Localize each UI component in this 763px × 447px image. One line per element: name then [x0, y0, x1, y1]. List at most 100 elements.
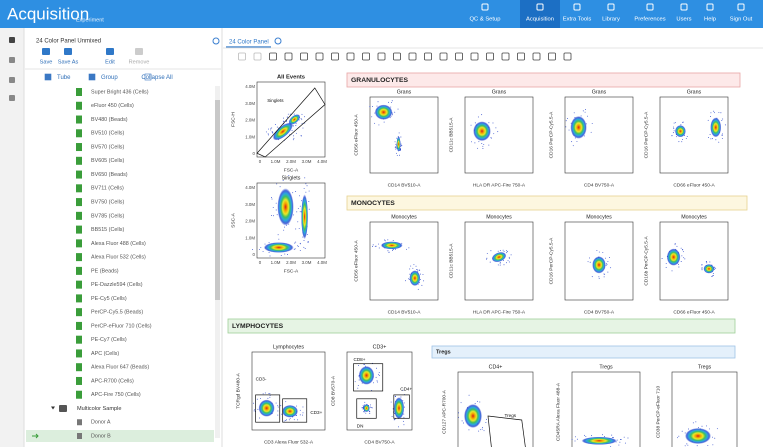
tube-icon[interactable] — [76, 225, 82, 234]
tool-button[interactable] — [548, 52, 556, 61]
tool-button[interactable] — [393, 52, 401, 61]
tube-icon[interactable] — [76, 198, 82, 207]
tube-label[interactable]: BV480 (Beads) — [91, 117, 128, 123]
gate[interactable] — [353, 363, 384, 392]
tool-button[interactable] — [362, 52, 370, 61]
control-icon[interactable] — [144, 73, 152, 81]
tube-icon[interactable] — [76, 390, 82, 399]
tube-label[interactable]: PE-Dazzle594 (Cells) — [91, 282, 143, 288]
nav-icon[interactable] — [536, 3, 544, 11]
tube-icon[interactable] — [76, 115, 82, 124]
side-icon[interactable] — [9, 95, 15, 101]
tool-button[interactable] — [331, 52, 339, 61]
nav-item[interactable]: Library — [602, 17, 620, 23]
tube-icon[interactable] — [76, 294, 82, 303]
tube-label[interactable]: Alexa Fluor 647 (Beads) — [91, 365, 149, 371]
tube-label[interactable]: eFluor 450 (Cells) — [91, 103, 134, 109]
nav-item[interactable]: Acquisition — [526, 17, 554, 23]
tube-label[interactable]: BV570 (Cells) — [91, 144, 124, 150]
tool-button[interactable] — [517, 52, 525, 61]
sample-icon[interactable] — [77, 433, 82, 439]
tube-label[interactable]: Alexa Fluor 532 (Cells) — [91, 255, 146, 261]
control-icon[interactable] — [88, 73, 96, 81]
control-label[interactable]: Tube — [57, 75, 71, 81]
nav-item[interactable]: Extra Tools — [563, 17, 592, 23]
tube-icon[interactable] — [76, 363, 82, 372]
tube-icon[interactable] — [76, 308, 82, 317]
group-icon[interactable] — [59, 404, 67, 412]
tube-label[interactable]: Super Bright 436 (Cells) — [91, 89, 149, 95]
tube-icon[interactable] — [76, 156, 82, 165]
tube-icon[interactable] — [76, 143, 82, 152]
gate[interactable] — [256, 87, 326, 158]
tool-button[interactable] — [300, 52, 308, 61]
tool-button[interactable] — [501, 52, 510, 61]
action-label[interactable]: Save — [40, 59, 53, 65]
tube-icon[interactable] — [76, 88, 82, 96]
tube-icon[interactable] — [76, 184, 82, 193]
tube-icon[interactable] — [76, 376, 82, 385]
tube-label[interactable]: PE (Beads) — [91, 268, 119, 274]
action-label[interactable]: Save As — [58, 59, 79, 65]
group-label[interactable]: Multicolor Sample — [77, 406, 121, 412]
tool-button[interactable] — [563, 52, 572, 61]
tool-button[interactable] — [439, 52, 448, 61]
tube-label[interactable]: BV510 (Cells) — [91, 131, 124, 137]
action-icon[interactable] — [64, 48, 72, 55]
nav-icon[interactable] — [646, 3, 654, 11]
action-label[interactable]: Edit — [105, 59, 115, 65]
side-icon[interactable] — [9, 77, 15, 83]
nav-icon[interactable] — [573, 3, 581, 11]
gate[interactable] — [255, 394, 281, 423]
tube-icon[interactable] — [76, 349, 82, 358]
nav-item[interactable]: Users — [676, 17, 691, 23]
tube-label[interactable]: PE-Cy5 (Cells) — [91, 296, 127, 302]
nav-item[interactable]: Preferences — [634, 17, 665, 23]
tool-button[interactable] — [238, 52, 246, 61]
tool-button[interactable] — [284, 52, 293, 61]
tube-label[interactable]: APC-R700 (Cells) — [91, 378, 134, 384]
nav-icon[interactable] — [481, 3, 489, 11]
nav-item[interactable]: Sign Out — [730, 17, 753, 23]
tube-label[interactable]: PE-Cy7 (Cells) — [91, 337, 127, 343]
plot-area[interactable] — [564, 221, 634, 301]
gate[interactable] — [393, 394, 410, 419]
gate[interactable] — [487, 415, 526, 447]
tube-label[interactable]: BV711 (Cells) — [91, 186, 124, 192]
panel-collapse[interactable] — [212, 37, 220, 45]
tube-label[interactable]: PerCP-Cy5.5 (Beads) — [91, 310, 143, 316]
tube-label[interactable]: BB515 (Cells) — [91, 227, 124, 233]
tube-icon[interactable] — [76, 280, 82, 289]
tool-button[interactable] — [346, 52, 355, 61]
nav-icon[interactable] — [706, 3, 714, 11]
expand-arrow[interactable] — [51, 406, 55, 410]
sample-label[interactable]: Donor B — [91, 433, 111, 439]
sample-label[interactable]: Donor A — [91, 420, 111, 426]
tube-label[interactable]: APC-Fire 750 (Cells) — [91, 392, 141, 398]
plot-area[interactable] — [571, 371, 641, 447]
tool-button[interactable] — [486, 52, 494, 61]
tool-button[interactable] — [470, 52, 479, 61]
tool-button[interactable] — [532, 52, 541, 61]
worksheet-tab[interactable]: 24 Color Panel — [229, 40, 269, 46]
tool-button[interactable] — [315, 52, 324, 61]
tool-button[interactable] — [269, 52, 277, 61]
gate[interactable] — [356, 398, 377, 419]
tool-button[interactable] — [408, 52, 417, 61]
tube-icon[interactable] — [76, 211, 82, 220]
tube-label[interactable]: BV650 (Beads) — [91, 172, 128, 178]
tube-icon[interactable] — [76, 253, 82, 262]
tube-icon[interactable] — [76, 129, 82, 138]
tool-button[interactable] — [377, 52, 386, 61]
sample-icon[interactable] — [77, 419, 82, 426]
tube-label[interactable]: Alexa Fluor 488 (Cells) — [91, 241, 146, 247]
action-icon[interactable] — [42, 48, 50, 55]
tube-icon[interactable] — [76, 335, 82, 344]
tool-button[interactable] — [424, 52, 432, 61]
tube-icon[interactable] — [76, 321, 82, 330]
control-label[interactable]: Group — [101, 75, 118, 81]
nav-icon[interactable] — [607, 3, 615, 11]
tube-label[interactable]: BV785 (Cells) — [91, 213, 124, 219]
tube-icon[interactable] — [76, 101, 82, 110]
tube-label[interactable]: BV750 (Cells) — [91, 200, 124, 206]
